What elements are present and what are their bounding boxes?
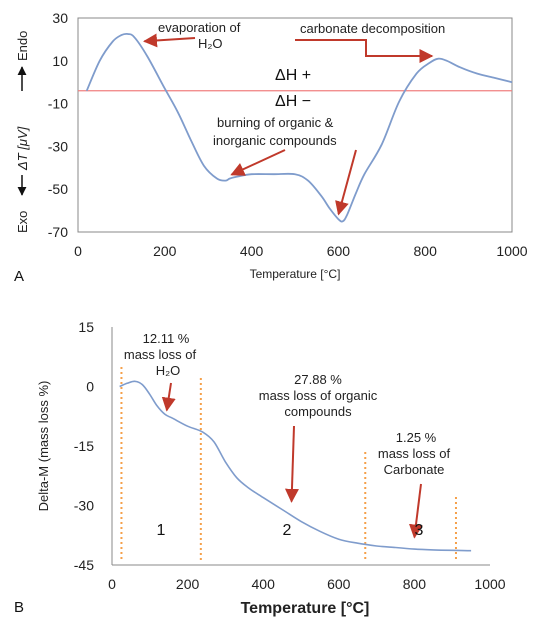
annotation-water-line3: H₂O <box>156 363 181 378</box>
x-tick-a-1: 200 <box>153 243 177 259</box>
y-tick-a-5: -70 <box>48 224 68 240</box>
x-ticks-a: 0 200 400 600 800 1000 <box>74 243 528 259</box>
arrow-evaporation <box>143 33 196 48</box>
x-tick-a-5: 1000 <box>496 243 527 259</box>
x-tick-a-3: 600 <box>327 243 351 259</box>
annotation-organic-line2: mass loss of organic <box>259 388 378 403</box>
x-tick-a-2: 400 <box>240 243 264 259</box>
y-tick-a-3: -30 <box>48 138 68 154</box>
annotation-water-line2: mass loss of <box>124 347 197 362</box>
x-tick-b-2: 400 <box>252 576 276 592</box>
tga-curve <box>119 380 472 552</box>
annotation-water-pct: 12.11 % <box>143 331 190 346</box>
annotation-burning-line2: inorganic compounds <box>213 133 337 148</box>
arrow-carbonate-b <box>409 483 423 539</box>
x-tick-b-3: 600 <box>327 576 351 592</box>
y-tick-b-2: -15 <box>74 438 94 454</box>
y-ticks-a: 30 10 -10 -30 -50 -70 <box>48 10 68 240</box>
annotation-evaporation-line2: H₂O <box>198 36 223 51</box>
annotation-carbonate: carbonate decomposition <box>300 21 445 36</box>
annotation-organic-line3: compounds <box>284 404 352 419</box>
x-tick-b-4: 800 <box>403 576 427 592</box>
y-tick-a-0: 30 <box>52 10 68 26</box>
x-tick-a-4: 800 <box>414 243 438 259</box>
panel-label-a: A <box>14 268 24 285</box>
plot-area-a <box>77 17 513 233</box>
y-tick-b-4: -45 <box>74 557 94 573</box>
y-axis-title-b: Delta-M (mass loss %) <box>36 381 51 512</box>
y-axis-exo: Exo <box>15 211 30 233</box>
y-tick-b-1: 0 <box>86 379 94 395</box>
x-ticks-b: 0 200 400 600 800 1000 <box>108 576 506 592</box>
y-tick-b-3: -30 <box>74 498 94 514</box>
annotation-carbonate-line2: mass loss of <box>378 446 451 461</box>
annotation-carbonate-line3: Carbonate <box>384 462 445 477</box>
delta-h-minus-label: ΔH − <box>275 93 311 110</box>
x-tick-a-0: 0 <box>74 243 82 259</box>
y-axis-title-a: Exo ΔT [μV] Endo <box>15 31 30 233</box>
x-tick-b-0: 0 <box>108 576 116 592</box>
y-tick-a-2: -10 <box>48 96 68 112</box>
arrow-organic <box>284 425 299 503</box>
x-axis-title-b: Temperature [°C] <box>241 600 370 617</box>
x-tick-b-5: 1000 <box>474 576 505 592</box>
y-tick-a-1: 10 <box>52 53 68 69</box>
y-tick-a-4: -50 <box>48 181 68 197</box>
y-ticks-b: 15 0 -15 -30 -45 <box>74 319 94 573</box>
y-axis-endo: Endo <box>15 31 30 61</box>
arrow-water <box>161 382 176 412</box>
arrow-burning-left <box>230 149 286 176</box>
annotation-burning-line1: burning of organic & <box>217 115 334 130</box>
chart-b: 15 0 -15 -30 -45 0 200 400 600 800 1000 12.11 % m… <box>14 319 506 617</box>
annotation-evaporation-line1: evaporation of <box>158 20 241 35</box>
region-label-2: 2 <box>283 522 292 539</box>
annotation-carbonate-pct: 1.25 % <box>396 430 437 445</box>
y-axis-delta-t: ΔT [μV] <box>15 126 30 171</box>
panel-label-b: B <box>14 599 24 616</box>
region-label-3: 3 <box>415 522 424 539</box>
chart-a: 30 10 -10 -30 -50 -70 0 200 400 600 800 1000 evapo… <box>14 10 528 285</box>
delta-h-plus-label: ΔH + <box>275 67 311 84</box>
x-axis-title-a: Temperature [°C] <box>250 267 341 281</box>
x-tick-b-1: 200 <box>176 576 200 592</box>
arrow-burning-right <box>335 149 357 216</box>
arrow-carbonate <box>295 39 434 63</box>
y-tick-b-0: 15 <box>78 319 94 335</box>
region-label-1: 1 <box>157 522 166 539</box>
annotation-organic-pct: 27.88 % <box>294 372 342 387</box>
